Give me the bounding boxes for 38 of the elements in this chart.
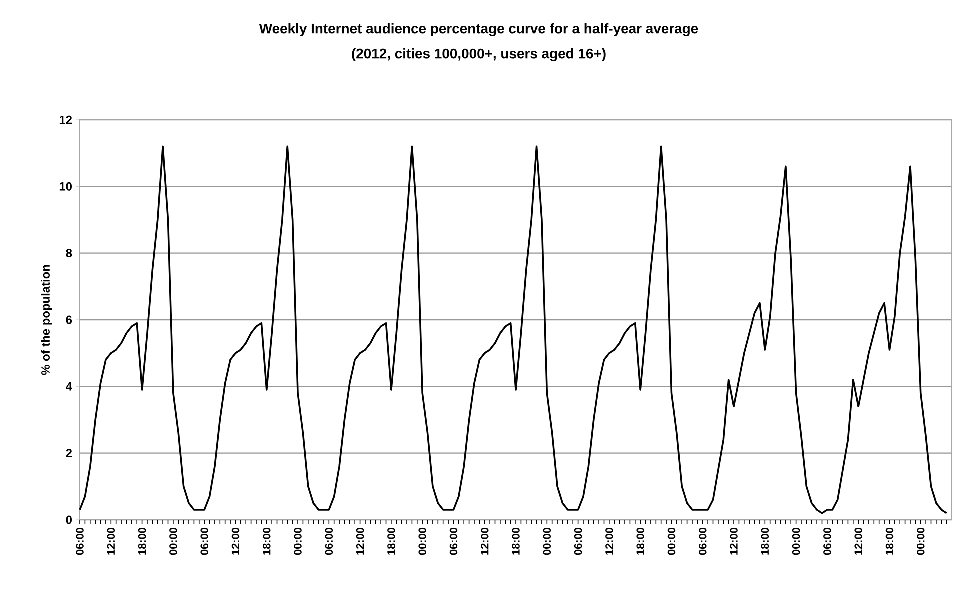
x-tick-label: 00:00 [792, 528, 800, 556]
x-tick-label: 12:00 [730, 528, 738, 555]
x-tick-label: 12:00 [356, 528, 364, 555]
x-tick-label: 18:00 [886, 528, 894, 555]
x-tick-label: 06:00 [574, 528, 582, 556]
x-tick-label: 06:00 [824, 528, 832, 556]
x-tick-label: 06:00 [325, 528, 334, 556]
x-tick-label: 12:00 [107, 528, 116, 555]
x-tick-label: 18:00 [636, 528, 644, 555]
x-tick-label: 18:00 [512, 528, 520, 555]
x-tick-label: 18:00 [263, 528, 271, 555]
chart-subtitle: (2012, cities 100,000+, users aged 16+) [352, 48, 606, 62]
y-axis-title: % of the population [41, 265, 52, 376]
x-tick-label: 00:00 [294, 528, 302, 556]
x-tick-label: 00:00 [917, 528, 925, 556]
y-tick-label: 6 [66, 316, 72, 324]
x-tick-label: 12:00 [606, 528, 614, 555]
x-tick-label: 12:00 [232, 528, 240, 555]
y-tick-label: 0 [66, 516, 72, 524]
x-tick-label: 06:00 [200, 528, 208, 556]
x-tick-label: 18:00 [138, 528, 146, 555]
y-tick-label: 2 [66, 449, 72, 458]
chart-title: Weekly Internet audience percentage curve for a half-year average [259, 23, 698, 37]
x-tick-label: 00:00 [170, 528, 178, 556]
x-tick-label: 00:00 [418, 528, 426, 556]
x-tick-label: 18:00 [761, 528, 770, 555]
x-tick-label: 00:00 [543, 528, 552, 556]
x-tick-label: 06:00 [76, 528, 84, 556]
y-tick-label: 10 [60, 182, 72, 191]
y-tick-label: 4 [66, 382, 72, 391]
x-tick-label: 12:00 [854, 528, 862, 555]
x-tick-label: 18:00 [388, 528, 396, 555]
x-tick-label: 06:00 [450, 528, 458, 556]
y-tick-label: 8 [66, 249, 72, 258]
x-tick-label: 06:00 [699, 528, 707, 556]
x-tick-label: 00:00 [668, 528, 676, 556]
y-tick-label: 12 [60, 116, 72, 124]
x-tick-label: 12:00 [481, 528, 489, 555]
